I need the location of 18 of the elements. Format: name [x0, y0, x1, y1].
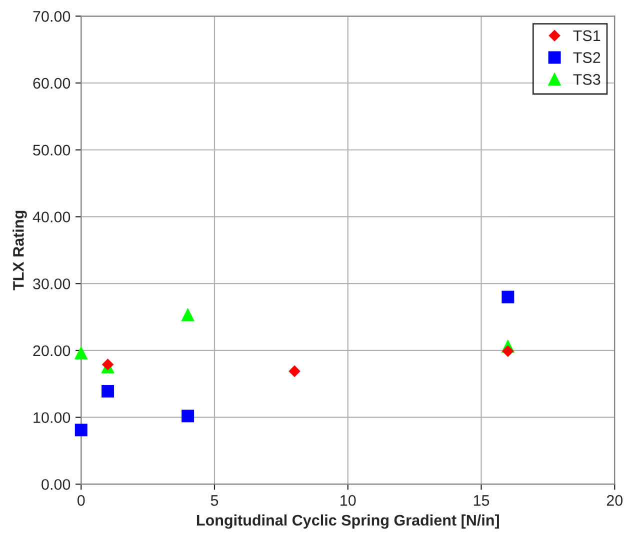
- x-tick-label: 20: [606, 495, 623, 506]
- y-tick-label: 40.00: [32, 212, 70, 222]
- y-tick-label: 50.00: [33, 144, 70, 156]
- x-tick-label: 0: [77, 495, 85, 506]
- y-tick-label: 10.00: [34, 412, 70, 424]
- legend-label: TS3: [573, 74, 600, 85]
- x-tick-label: 5: [210, 495, 218, 506]
- x-tick-label: 10: [340, 495, 356, 506]
- y-tick-label: 30.00: [33, 278, 70, 290]
- y-tick-label: 70.00: [33, 11, 70, 22]
- x-tick-label: 15: [474, 495, 490, 506]
- y-tick-label: 20.00: [33, 345, 70, 356]
- y-tick-label: 60.00: [33, 78, 70, 89]
- x-axis-title: Longitudinal Cyclic Spring Gradient [N/in]: [196, 514, 499, 529]
- y-axis-title: TLX Rating: [12, 210, 27, 290]
- y-tick-label: 0.00: [42, 479, 70, 490]
- legend-label: TS1: [573, 30, 600, 42]
- legend-label: TS2: [573, 52, 600, 63]
